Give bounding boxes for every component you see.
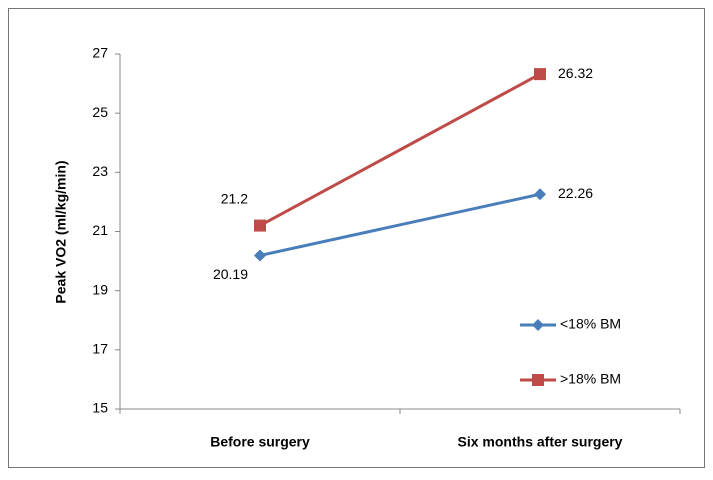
legend-label: <18% BM [560,316,621,332]
series-line [259,72,541,227]
y-tick-label: 21 [92,222,108,238]
marker [532,374,544,386]
chart-frame [8,8,705,468]
marker [254,249,266,262]
marker [254,219,266,232]
x-tick-label: Before surgery [210,434,310,450]
y-tick-label: 15 [92,400,108,416]
series-line [259,192,541,257]
y-tick-label: 23 [92,163,108,179]
x-tick-label: Six months after surgery [458,434,623,450]
marker [534,188,546,201]
data-label: 22.26 [558,185,593,201]
y-tick-label: 27 [92,45,108,61]
legend-label: >18% BM [560,371,621,387]
y-axis-label: Peak VO2 (ml/kg/min) [53,160,69,303]
data-label: 21.2 [221,190,248,206]
y-tick-label: 19 [92,281,108,297]
marker [532,319,544,331]
marker [534,68,546,81]
data-label: 26.32 [558,65,593,81]
y-tick-label: 25 [92,104,108,120]
y-tick-label: 17 [92,341,108,357]
data-label: 20.19 [213,266,248,282]
